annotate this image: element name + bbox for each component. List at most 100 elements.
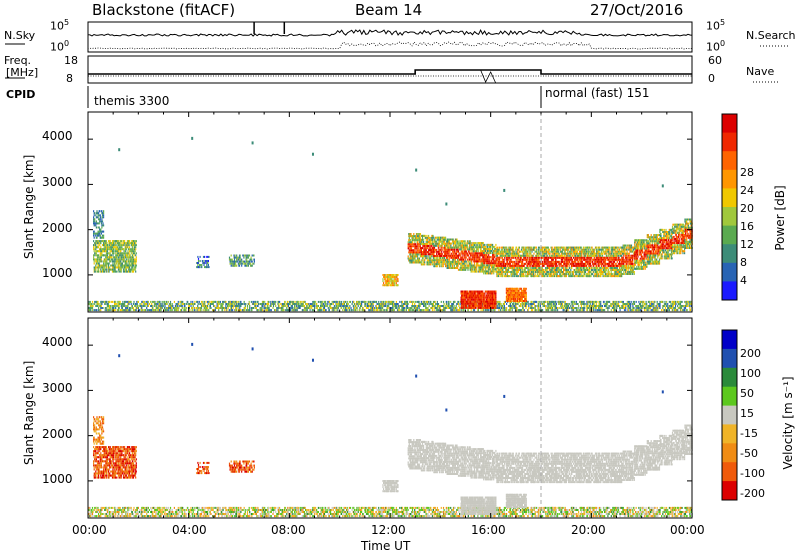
power-panel-bg xyxy=(88,112,692,312)
power-cbar-tick-12: 12 xyxy=(740,238,754,251)
power-scatter-dot-5 xyxy=(661,184,664,188)
velocity-cbar-tick-100: 100 xyxy=(740,367,761,380)
power-ytick-2000: 2000 xyxy=(42,221,73,235)
power-cbar-tick-4: 4 xyxy=(740,274,747,287)
power-scatter-dot-7 xyxy=(445,202,448,206)
xtick-1200: 12:00 xyxy=(371,523,406,537)
power-cbar-cell-8 xyxy=(722,262,737,282)
nsky-trace xyxy=(87,28,693,37)
velocity-ytick-4000: 4000 xyxy=(42,335,73,349)
power-cbar-cell-9 xyxy=(722,281,737,301)
velocity-scatter-dot-0 xyxy=(118,354,121,358)
xtick-0400: 04:00 xyxy=(172,523,207,537)
date-title: 27/Oct/2016 xyxy=(590,1,684,19)
power-scatter-dot-4 xyxy=(503,188,506,192)
velocity-cbar-tick-neg200: -200 xyxy=(740,487,765,500)
velocity-cbar-cell-5 xyxy=(722,424,737,444)
power-cbar-tick-16: 16 xyxy=(740,220,754,233)
cpid-program-2: normal (fast) 151 xyxy=(545,86,650,100)
power-ytick-4000: 4000 xyxy=(42,129,73,143)
power-cbar-cell-1 xyxy=(722,132,737,152)
power-cbar-tick-8: 8 xyxy=(740,256,747,269)
velocity-cbar-cell-7 xyxy=(722,462,737,482)
xlabel: Time UT xyxy=(361,539,411,553)
power-ylabel: Slant Range [km] xyxy=(22,154,36,259)
nsearch-trace xyxy=(87,41,693,50)
power-cbar-tick-28: 28 xyxy=(740,166,754,179)
nsearch-label: N.Search xyxy=(746,29,796,42)
velocity-cbar-cell-8 xyxy=(722,481,737,501)
velocity-scatter-dot-6 xyxy=(311,358,314,362)
velocity-cbar-frame xyxy=(721,329,738,501)
power-cbar-cell-6 xyxy=(722,225,737,245)
power-cbar-cell-3 xyxy=(722,169,737,189)
xtick-2000: 20:00 xyxy=(571,523,606,537)
velocity-heatmap xyxy=(88,318,693,518)
velocity-ytick-1000: 1000 xyxy=(42,472,73,486)
power-scatter-dot-2 xyxy=(251,141,254,145)
nave-bottom-tick: 0 xyxy=(708,72,715,85)
power-scatter-dot-3 xyxy=(415,168,418,172)
noise-top-tick-right: 105 xyxy=(706,18,726,33)
velocity-ytick-3000: 3000 xyxy=(42,381,73,395)
velocity-cbar-cell-3 xyxy=(722,386,737,407)
panel-frames xyxy=(87,111,693,519)
power-scatter-dot-0 xyxy=(118,148,121,152)
nave-top-tick: 60 xyxy=(708,54,722,67)
power-cbar-cell-2 xyxy=(722,151,737,171)
nave-label: Nave xyxy=(746,65,775,78)
velocity-cbar-tick-200: 200 xyxy=(740,347,761,360)
cpid-program-1: themis 3300 xyxy=(94,94,170,108)
noise-panel-frame xyxy=(87,21,693,53)
beam-title: Beam 14 xyxy=(355,1,423,19)
power-heatmap xyxy=(88,112,693,312)
parameter-panels xyxy=(5,21,790,108)
velocity-panel-bg xyxy=(88,318,692,518)
nsky-label: N.Sky xyxy=(4,29,36,42)
power-ytick-1000: 1000 xyxy=(42,266,73,280)
power-cbar-tick-20: 20 xyxy=(740,202,754,215)
freq-unit-label: [MHz] xyxy=(6,66,39,79)
noise-bottom-tick-left: 100 xyxy=(50,39,70,54)
velocity-cbar-tick-neg100: -100 xyxy=(740,467,765,480)
power-scatter-dot-6 xyxy=(311,152,314,156)
velocity-cbar-tick-neg15: -15 xyxy=(740,427,758,440)
freq-label: Freq. xyxy=(4,54,32,67)
xtick-1600: 16:00 xyxy=(471,523,506,537)
velocity-scatter-dot-3 xyxy=(415,374,418,378)
power-cbar-cell-4 xyxy=(722,188,737,208)
velocity-cbar-cell-4 xyxy=(722,405,737,425)
velocity-cbar-cell-0 xyxy=(722,330,737,350)
xtick-0000: 00:00 xyxy=(72,523,107,537)
velocity-cbar-cell-2 xyxy=(722,367,737,388)
noise-top-tick-left: 105 xyxy=(50,18,70,33)
nave-spike xyxy=(480,69,497,84)
xtick-0800: 08:00 xyxy=(271,523,306,537)
freq-top-tick: 18 xyxy=(64,54,78,67)
power-cbar-tick-24: 24 xyxy=(740,184,754,197)
power-scatter-dot-1 xyxy=(191,136,194,140)
freq-trace xyxy=(88,69,692,75)
power-cbar-label: Power [dB] xyxy=(773,185,787,251)
velocity-cbar-label: Velocity [m s⁻¹] xyxy=(781,376,795,470)
noise-bottom-tick-right: 100 xyxy=(706,39,726,54)
power-cbar-cell-0 xyxy=(722,114,737,134)
velocity-cbar-tick-50: 50 xyxy=(740,387,754,400)
radar-title: Blackstone (fitACF) xyxy=(92,1,236,19)
velocity-cbar-tick-15: 15 xyxy=(740,407,754,420)
velocity-cbar-tick-neg50: -50 xyxy=(740,447,758,460)
velocity-scatter-dot-2 xyxy=(251,347,254,351)
velocity-scatter-dot-5 xyxy=(661,390,664,394)
power-ytick-3000: 3000 xyxy=(42,175,73,189)
freq-panel-frame xyxy=(87,55,693,84)
freq-bottom-tick: 8 xyxy=(66,72,73,85)
power-cbar-cell-5 xyxy=(722,207,737,227)
velocity-ytick-2000: 2000 xyxy=(42,427,73,441)
velocity-cbar-cell-1 xyxy=(722,348,737,369)
velocity-ylabel: Slant Range [km] xyxy=(22,360,36,465)
power-cbar-cell-7 xyxy=(722,244,737,264)
velocity-scatter-dot-7 xyxy=(445,408,448,412)
xtick-2400: 00:00 xyxy=(670,523,705,537)
cpid-label: CPID xyxy=(6,88,36,101)
